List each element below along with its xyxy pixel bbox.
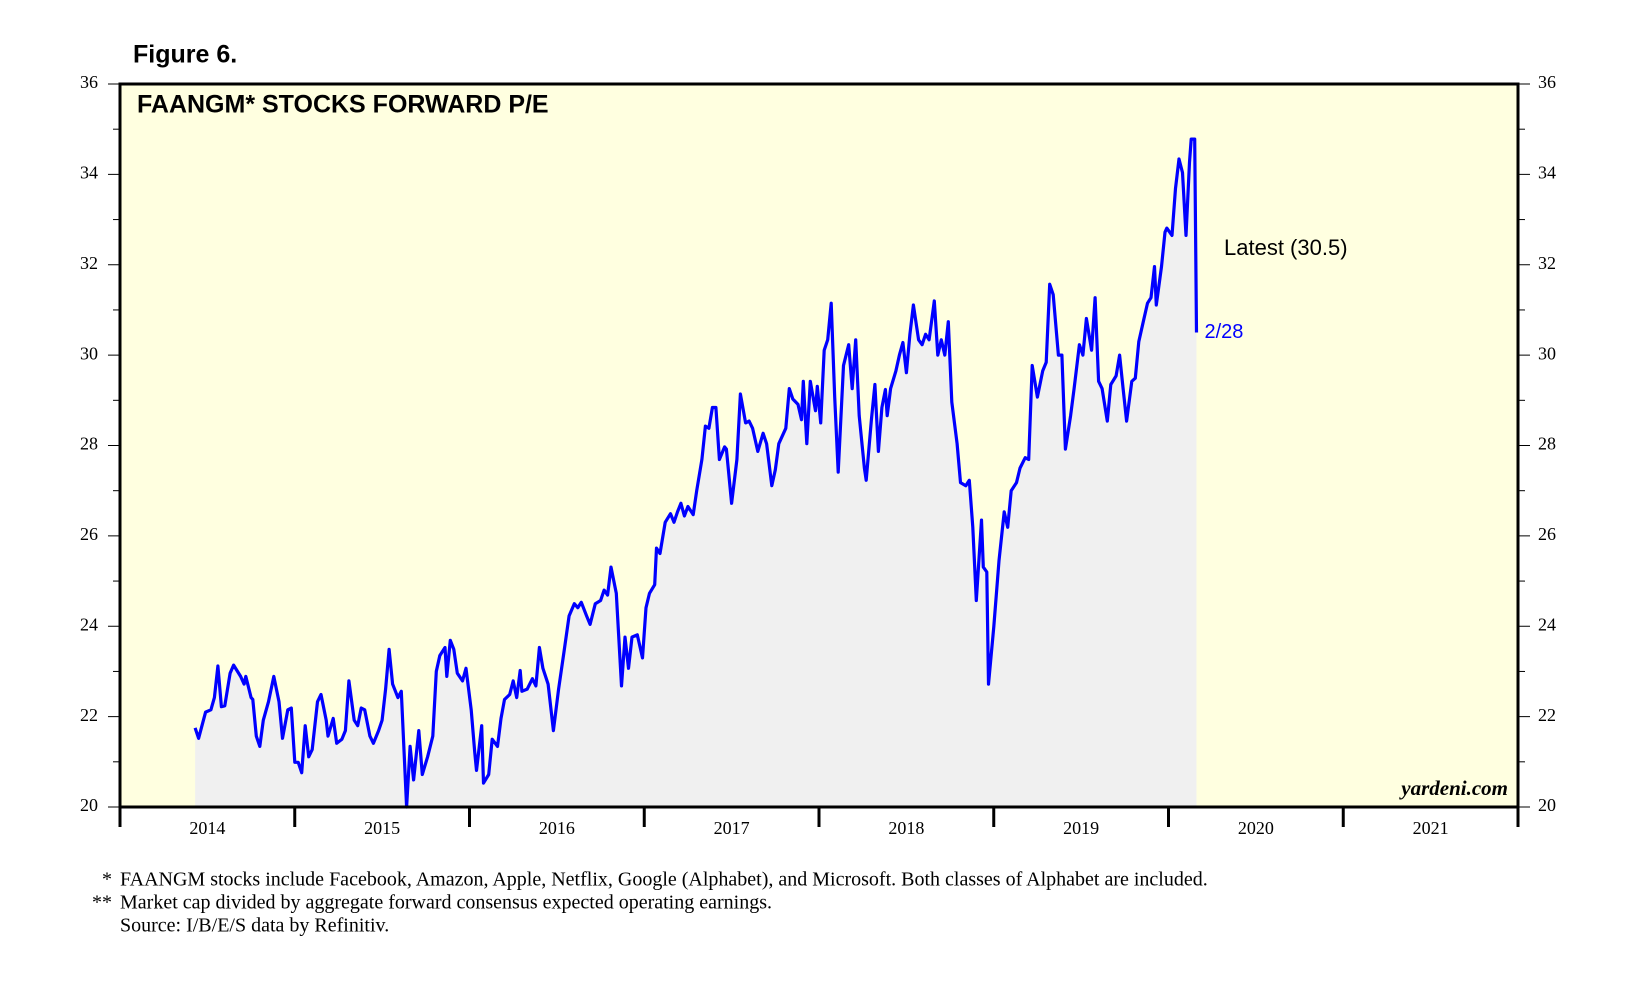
figure-label: Figure 6. <box>133 41 237 69</box>
y2-tick-label: 22 <box>1538 705 1556 725</box>
footnote-marker: * <box>102 869 112 891</box>
y2-tick-label: 30 <box>1538 343 1556 363</box>
x-tick-label: 2017 <box>714 818 750 838</box>
x-tick-label: 2016 <box>539 818 575 838</box>
x-tick-label: 2020 <box>1238 818 1274 838</box>
y2-tick-label: 36 <box>1538 72 1556 92</box>
chart-title: FAANGM* STOCKS FORWARD P/E <box>137 91 549 119</box>
x-tick-label: 2019 <box>1063 818 1099 838</box>
date-label: 2/28 <box>1204 321 1243 343</box>
footnote-marker: ** <box>92 892 112 914</box>
y2-tick-label: 20 <box>1538 795 1556 815</box>
y-tick-label: 34 <box>80 163 98 183</box>
y2-tick-label: 32 <box>1538 253 1556 273</box>
y-tick-label: 20 <box>80 795 98 815</box>
y-tick-label: 36 <box>80 72 98 92</box>
y2-tick-label: 26 <box>1538 524 1556 544</box>
data-line <box>193 137 1199 809</box>
x-tick-label: 2014 <box>189 818 225 838</box>
x-tick-label: 2018 <box>888 818 924 838</box>
y-tick-label: 28 <box>80 434 98 454</box>
x-tick-label: 2021 <box>1413 818 1449 838</box>
latest-annotation: Latest (30.5) <box>1224 235 1348 260</box>
y2-tick-label: 34 <box>1538 163 1556 183</box>
y-tick-label: 24 <box>80 614 98 634</box>
y2-tick-label: 24 <box>1538 614 1556 634</box>
y-tick-label: 30 <box>80 343 98 363</box>
area-fill <box>195 139 1197 808</box>
y2-tick-label: 28 <box>1538 434 1556 454</box>
footnote-text: FAANGM stocks include Facebook, Amazon, … <box>120 869 1208 891</box>
watermark: yardeni.com <box>1398 776 1508 800</box>
x-tick-label: 2015 <box>364 818 400 838</box>
y-tick-label: 22 <box>80 705 98 725</box>
y-tick-label: 26 <box>80 524 98 544</box>
footnote-text: Source: I/B/E/S data by Refinitiv. <box>120 915 389 937</box>
y-tick-label: 32 <box>80 253 98 273</box>
footnote-text: Market cap divided by aggregate forward … <box>120 892 772 914</box>
